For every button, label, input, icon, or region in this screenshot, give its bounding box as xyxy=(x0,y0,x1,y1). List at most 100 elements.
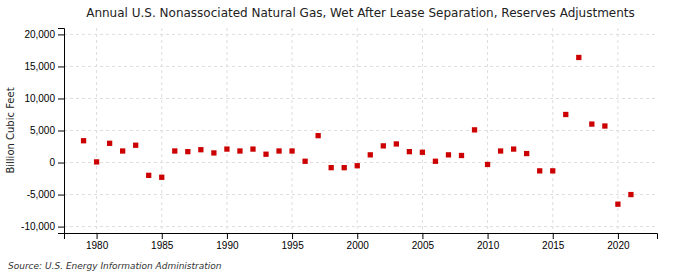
point xyxy=(133,143,138,148)
point xyxy=(315,133,320,138)
point xyxy=(250,146,255,151)
tick-label: 1995 xyxy=(281,240,304,251)
tick-mark xyxy=(488,233,489,239)
point xyxy=(433,159,438,164)
point xyxy=(237,148,242,153)
point xyxy=(146,173,151,178)
tick-label: -10,000 xyxy=(21,221,55,232)
point xyxy=(394,141,399,146)
chart: 1980 1985 1990 1995 2000 2005 2010 2015 2020 -10,… xyxy=(0,0,675,275)
point xyxy=(498,148,503,153)
y-axis: -10,000 -5,000 0 5,000 10,000 15,000 20,000 xyxy=(21,29,64,234)
grid-line-y xyxy=(64,162,657,163)
point xyxy=(628,192,633,197)
tick-label: 5,000 xyxy=(30,125,55,136)
point xyxy=(550,168,555,173)
tick: 2015 xyxy=(542,233,565,251)
tick: 5,000 xyxy=(30,125,64,136)
tick: 0 xyxy=(49,157,64,168)
point xyxy=(615,202,620,207)
tick-label: 1985 xyxy=(151,240,174,251)
axis-line xyxy=(58,29,65,234)
tick-mark xyxy=(292,233,293,239)
point xyxy=(368,152,373,157)
grid-line-y xyxy=(64,226,657,227)
tick: 2010 xyxy=(477,233,500,251)
tick-label: 2000 xyxy=(347,240,370,251)
tick-mark xyxy=(58,195,64,196)
tick-mark xyxy=(58,163,64,164)
point xyxy=(459,153,464,158)
tick: 2005 xyxy=(412,233,435,251)
tick-mark xyxy=(58,131,64,132)
tick-mark xyxy=(357,233,358,239)
tick-mark xyxy=(422,233,423,239)
point xyxy=(602,123,607,128)
point xyxy=(302,159,307,164)
point xyxy=(355,163,360,168)
tick-mark xyxy=(618,233,619,239)
tick: 15,000 xyxy=(24,61,64,72)
point xyxy=(224,146,229,151)
tick-label: -5,000 xyxy=(27,189,56,200)
point xyxy=(342,165,347,170)
point xyxy=(576,55,581,60)
tick: -10,000 xyxy=(21,221,64,232)
tick: 2000 xyxy=(347,233,370,251)
tick-label: 15,000 xyxy=(24,61,55,72)
tick-label: 2005 xyxy=(412,240,435,251)
tick: 1995 xyxy=(281,233,304,251)
tick-label: 2015 xyxy=(542,240,565,251)
point xyxy=(472,127,477,132)
tick-mark xyxy=(58,34,64,35)
point xyxy=(524,151,529,156)
plot: 1980 1985 1990 1995 2000 2005 2010 2015 2020 -10,… xyxy=(21,28,657,251)
point xyxy=(329,165,334,170)
point xyxy=(185,149,190,154)
point xyxy=(94,159,99,164)
grid-line-x xyxy=(422,28,423,233)
tick-label: 20,000 xyxy=(24,29,55,40)
point xyxy=(511,146,516,151)
grid-line-y xyxy=(64,34,657,35)
tick: 1980 xyxy=(86,233,109,251)
point xyxy=(407,149,412,154)
tick: -5,000 xyxy=(27,189,64,200)
tick-mark xyxy=(553,233,554,239)
tick: 1985 xyxy=(151,233,174,251)
axis-line xyxy=(65,234,658,240)
tick: 2020 xyxy=(607,233,630,251)
annotation: Source: U.S. Energy Information Administ… xyxy=(8,261,222,271)
tick-label: 10,000 xyxy=(24,93,55,104)
tick-label: 0 xyxy=(49,157,55,168)
point xyxy=(159,175,164,180)
point xyxy=(420,150,425,155)
tick: 10,000 xyxy=(24,93,64,104)
tick-mark xyxy=(58,66,64,67)
x-axis: 1980 1985 1990 1995 2000 2005 2010 2015 2020 xyxy=(65,233,658,251)
tick: 20,000 xyxy=(24,29,64,40)
y-axis-label: Billion Cubic Feet xyxy=(5,87,16,173)
grid xyxy=(64,28,657,233)
point xyxy=(172,148,177,153)
grid-line-x xyxy=(357,28,358,233)
tick-mark xyxy=(58,98,64,99)
grid-line-y xyxy=(64,98,657,99)
tick-label: 1980 xyxy=(86,240,109,251)
point xyxy=(446,152,451,157)
point xyxy=(107,141,112,146)
tick-mark xyxy=(162,233,163,239)
tick-mark xyxy=(97,233,98,239)
tick-mark xyxy=(58,227,64,228)
tick-label: 1990 xyxy=(216,240,239,251)
point xyxy=(485,162,490,167)
point xyxy=(563,112,568,117)
tick: 1990 xyxy=(216,233,239,251)
point xyxy=(211,150,216,155)
point xyxy=(537,168,542,173)
point xyxy=(381,143,386,148)
tick-label: 2020 xyxy=(607,240,630,251)
point xyxy=(81,138,86,143)
grid-line-x xyxy=(487,28,488,233)
points xyxy=(81,55,634,207)
